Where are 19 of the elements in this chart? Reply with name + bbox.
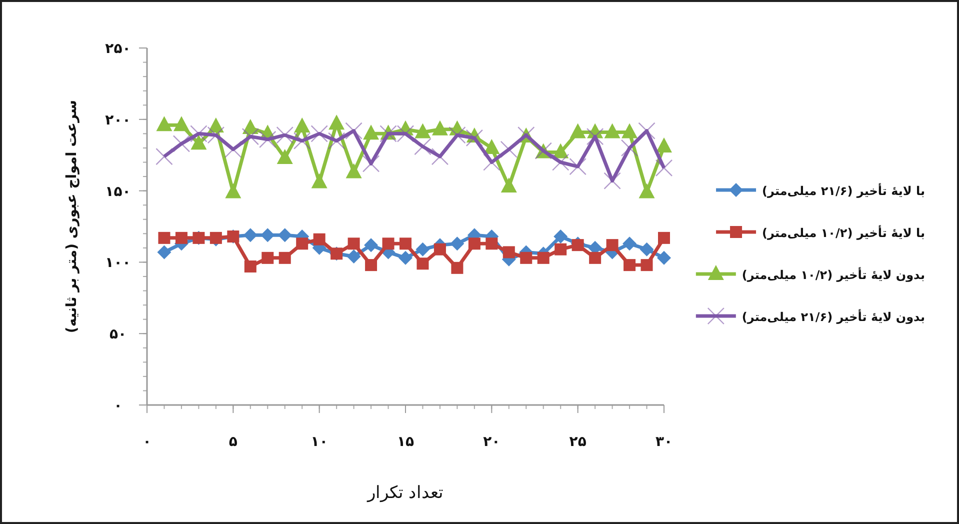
- x-tick-label: ۲۰: [483, 434, 500, 450]
- x-tick-label: ۲۵: [569, 434, 587, 450]
- legend-label: با لایهٔ تأخیر (۱۰/۲ میلی‌متر): [762, 225, 925, 240]
- x-axis-title: تعداد تکرار: [366, 483, 444, 503]
- x-tick-label: ۳۰: [655, 434, 673, 450]
- y-tick-label: ۱۰۰: [105, 255, 131, 272]
- legend-label: بدون لایهٔ تأخیر (۱۰/۲ میلی‌متر): [742, 267, 925, 282]
- y-tick-label: ۲۵۰: [105, 41, 131, 57]
- legend-label: بدون لایهٔ تأخیر (۲۱/۶ میلی‌متر): [742, 309, 925, 324]
- legend-label: با لایهٔ تأخیر (۲۱/۶ میلی‌متر): [762, 183, 925, 198]
- y-tick-label: ۲۰۰: [105, 112, 131, 128]
- x-tick-label: ۵: [228, 434, 238, 450]
- x-tick-label: ۱۰: [310, 434, 328, 450]
- y-axis-title: سرعت امواج عبوری (متر بر ثانیه): [64, 100, 80, 334]
- x-tick-label: ۱۵: [396, 434, 414, 450]
- y-tick-label: ۰: [114, 398, 122, 414]
- x-tick-label: ۰: [142, 434, 152, 450]
- y-tick-label: ۵۰: [109, 326, 127, 343]
- y-tick-label: ۱۵۰: [105, 184, 131, 200]
